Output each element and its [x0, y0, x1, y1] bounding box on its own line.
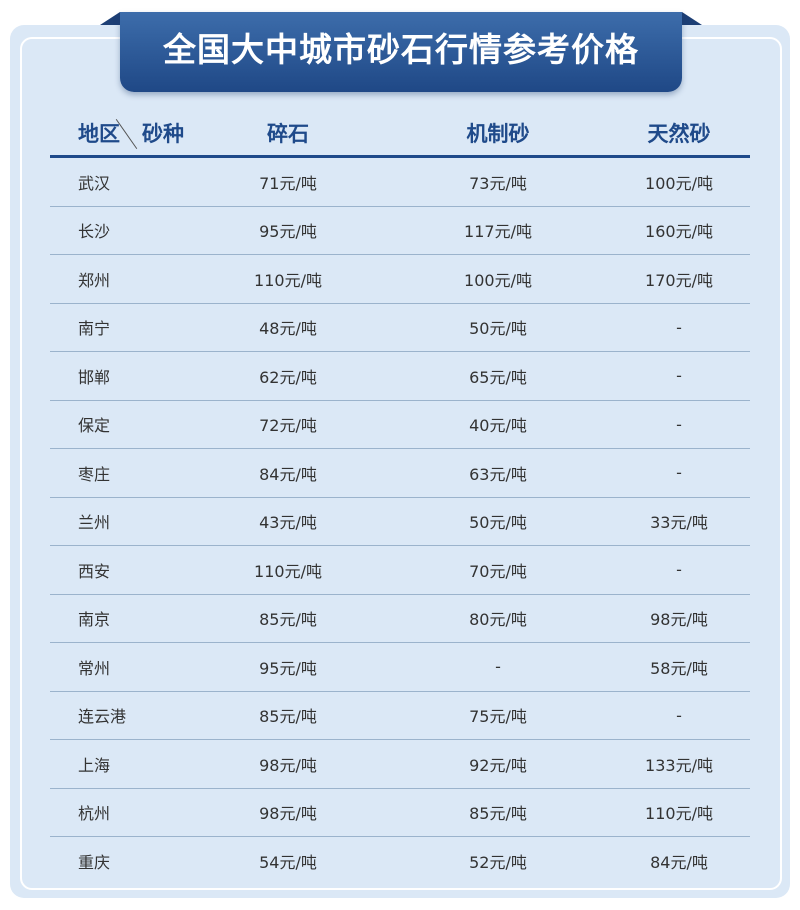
crushed-stone-price: 85元/吨 — [188, 691, 388, 740]
machine-sand-price: 80元/吨 — [388, 594, 608, 643]
natural-sand-price: 160元/吨 — [608, 206, 750, 255]
natural-sand-price: - — [608, 691, 750, 740]
natural-sand-price: - — [608, 400, 750, 449]
machine-sand-price: 50元/吨 — [388, 497, 608, 546]
machine-sand-price: 70元/吨 — [388, 545, 608, 595]
banner-fold-left — [100, 12, 120, 25]
machine-sand-price: 50元/吨 — [388, 303, 608, 352]
header-natural-sand: 天然砂 — [608, 110, 750, 158]
natural-sand-price: 110元/吨 — [608, 788, 750, 837]
machine-sand-price: - — [388, 642, 608, 692]
city: 常州 — [50, 642, 188, 692]
natural-sand-price: 170元/吨 — [608, 254, 750, 304]
machine-sand-price: 117元/吨 — [388, 206, 608, 255]
city: 保定 — [50, 400, 188, 449]
crushed-stone-price: 95元/吨 — [188, 206, 388, 255]
page-title: 全国大中城市砂石行情参考价格 — [120, 12, 682, 92]
header-machine-sand: 机制砂 — [388, 110, 608, 158]
table-row: 南京 85元/吨 80元/吨 98元/吨 — [50, 594, 750, 643]
table-row: 保定 72元/吨 40元/吨 - — [50, 400, 750, 449]
table-row: 常州 95元/吨 -58元/吨 — [50, 642, 750, 692]
crushed-stone-price: 95元/吨 — [188, 642, 388, 692]
city: 南宁 — [50, 303, 188, 352]
header-type: 砂种 — [142, 121, 184, 146]
city: 连云港 — [50, 691, 188, 740]
crushed-stone-price: 98元/吨 — [188, 788, 388, 837]
crushed-stone-price: 84元/吨 — [188, 448, 388, 498]
machine-sand-price: 92元/吨 — [388, 739, 608, 789]
header-crushed-stone: 碎石 — [188, 110, 388, 158]
table-row: 长沙 95元/吨 117元/吨 160元/吨 — [50, 206, 750, 255]
natural-sand-price: 133元/吨 — [608, 739, 750, 789]
table-row: 杭州 98元/吨 85元/吨 110元/吨 — [50, 788, 750, 837]
table-row: 重庆 54元/吨 52元/吨 84元/吨 — [50, 837, 750, 885]
table-row: 郑州 110元/吨 100元/吨 170元/吨 — [50, 254, 750, 304]
price-table: 地区 砂种 碎石 机制砂 天然砂 武汉 71元/吨 73元/吨 100元/吨 长沙 95元/… — [50, 110, 750, 885]
banner-fold-right — [682, 12, 702, 25]
header-region: 地区 — [78, 121, 120, 146]
machine-sand-price: 52元/吨 — [469, 852, 527, 872]
crushed-stone-price: 48元/吨 — [188, 303, 388, 352]
natural-sand-price: - — [608, 545, 750, 595]
city: 兰州 — [50, 497, 188, 546]
city: 武汉 — [50, 156, 188, 207]
machine-sand-price: 40元/吨 — [388, 400, 608, 449]
table-row: 武汉 71元/吨 73元/吨 100元/吨 — [50, 156, 750, 207]
natural-sand-price: 84元/吨 — [650, 852, 708, 872]
table-row: 邯郸 62元/吨 65元/吨 - — [50, 351, 750, 401]
crushed-stone-price: 62元/吨 — [188, 351, 388, 401]
machine-sand-price: 100元/吨 — [388, 254, 608, 304]
machine-sand-price: 75元/吨 — [388, 691, 608, 740]
natural-sand-price: 58元/吨 — [608, 642, 750, 692]
table-row: 西安 110元/吨 70元/吨 - — [50, 545, 750, 595]
natural-sand-price: - — [608, 448, 750, 498]
crushed-stone-price: 110元/吨 — [188, 545, 388, 595]
city: 郑州 — [50, 254, 188, 304]
table-row: 南宁 48元/吨 50元/吨 - — [50, 303, 750, 352]
table-row: 枣庄 84元/吨 63元/吨 - — [50, 448, 750, 498]
machine-sand-price: 85元/吨 — [388, 788, 608, 837]
machine-sand-price: 73元/吨 — [388, 156, 608, 207]
natural-sand-price: 100元/吨 — [608, 156, 750, 207]
crushed-stone-price: 98元/吨 — [188, 739, 388, 789]
table-row: 连云港 85元/吨 75元/吨 - — [50, 691, 750, 740]
city: 西安 — [50, 545, 188, 595]
table-header: 地区 砂种 碎石 机制砂 天然砂 — [50, 110, 750, 158]
city: 上海 — [50, 739, 188, 789]
natural-sand-price: 33元/吨 — [608, 497, 750, 546]
table-row: 兰州 43元/吨 50元/吨 33元/吨 — [50, 497, 750, 546]
crushed-stone-price: 71元/吨 — [188, 156, 388, 207]
crushed-stone-price: 110元/吨 — [188, 254, 388, 304]
city: 枣庄 — [50, 448, 188, 498]
crushed-stone-price: 85元/吨 — [188, 594, 388, 643]
city: 长沙 — [50, 206, 188, 255]
machine-sand-price: 63元/吨 — [388, 448, 608, 498]
crushed-stone-price: 43元/吨 — [188, 497, 388, 546]
crushed-stone-price: 72元/吨 — [188, 400, 388, 449]
city: 南京 — [50, 594, 188, 643]
table-row: 上海 98元/吨 92元/吨 133元/吨 — [50, 739, 750, 789]
city: 杭州 — [50, 788, 188, 837]
natural-sand-price: - — [608, 303, 750, 352]
crushed-stone-price: 54元/吨 — [259, 852, 317, 872]
city: 邯郸 — [50, 351, 188, 401]
header-region-type: 地区 砂种 — [50, 110, 188, 158]
natural-sand-price: 98元/吨 — [608, 594, 750, 643]
machine-sand-price: 65元/吨 — [388, 351, 608, 401]
natural-sand-price: - — [608, 351, 750, 401]
city: 重庆 — [78, 852, 111, 872]
